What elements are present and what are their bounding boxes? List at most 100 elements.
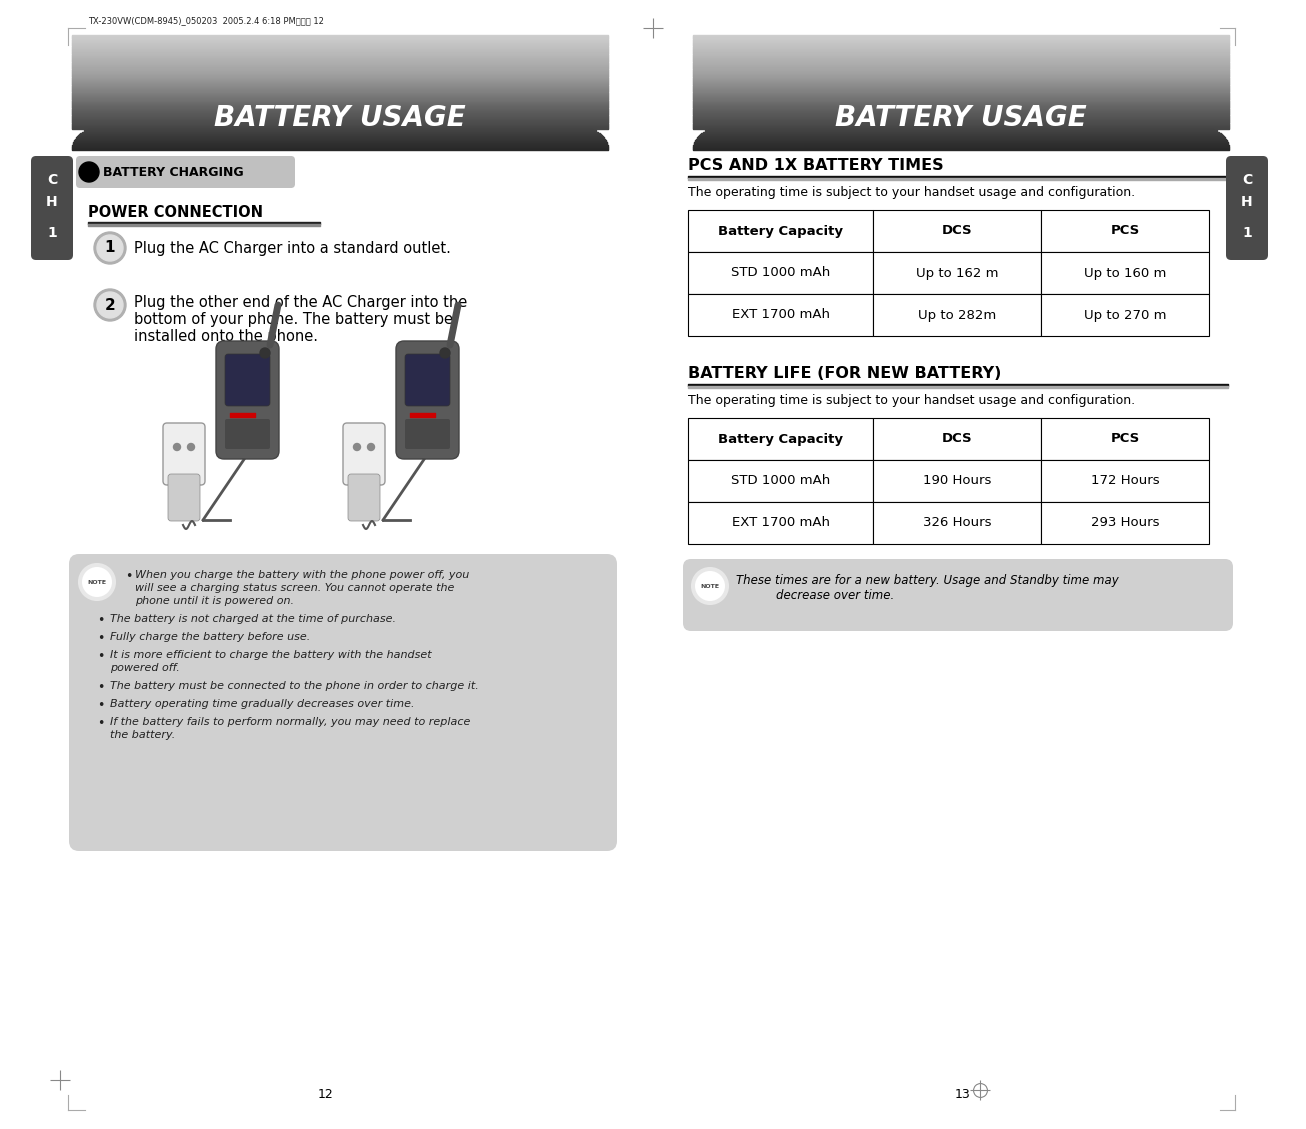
Text: These times are for a new battery. Usage and Standby time may: These times are for a new battery. Usage… bbox=[737, 574, 1119, 587]
Text: BATTERY CHARGING: BATTERY CHARGING bbox=[103, 166, 244, 178]
Text: •: • bbox=[97, 632, 104, 645]
Text: TX-230VW(CDM-8945)_050203  2005.2.4 6:18 PMペイジ 12: TX-230VW(CDM-8945)_050203 2005.2.4 6:18 … bbox=[88, 16, 324, 25]
Circle shape bbox=[97, 235, 123, 261]
Text: Plug the AC Charger into a standard outlet.: Plug the AC Charger into a standard outl… bbox=[135, 240, 451, 255]
Text: DCS: DCS bbox=[942, 432, 972, 446]
FancyBboxPatch shape bbox=[31, 156, 73, 260]
Text: Fully charge the battery before use.: Fully charge the battery before use. bbox=[110, 632, 311, 642]
Text: 1: 1 bbox=[104, 240, 115, 255]
Circle shape bbox=[949, 1082, 976, 1108]
Bar bbox=[1041, 294, 1209, 336]
Text: BATTERY USAGE: BATTERY USAGE bbox=[835, 104, 1087, 132]
Text: The operating time is subject to your handset usage and configuration.: The operating time is subject to your ha… bbox=[688, 394, 1135, 406]
Text: BATTERY LIFE (FOR NEW BATTERY): BATTERY LIFE (FOR NEW BATTERY) bbox=[688, 366, 1002, 380]
Bar bbox=[688, 460, 872, 502]
Text: DCS: DCS bbox=[942, 225, 972, 237]
Text: •: • bbox=[97, 614, 104, 627]
Circle shape bbox=[367, 444, 375, 450]
Bar bbox=[1041, 460, 1209, 502]
Bar bbox=[688, 502, 872, 544]
Text: NOTE: NOTE bbox=[88, 579, 107, 585]
Text: Up to 160 m: Up to 160 m bbox=[1084, 266, 1166, 280]
FancyBboxPatch shape bbox=[405, 419, 451, 449]
Text: BATTERY USAGE: BATTERY USAGE bbox=[214, 104, 466, 132]
Text: It is more efficient to charge the battery with the handset
powered off.: It is more efficient to charge the batte… bbox=[110, 650, 431, 673]
Circle shape bbox=[188, 444, 195, 450]
Text: decrease over time.: decrease over time. bbox=[776, 589, 895, 602]
Text: H: H bbox=[1241, 195, 1252, 209]
Text: 172 Hours: 172 Hours bbox=[1091, 474, 1160, 488]
Bar bbox=[1041, 210, 1209, 252]
Text: PCS: PCS bbox=[1110, 432, 1140, 446]
Text: 13: 13 bbox=[955, 1088, 970, 1102]
Text: •: • bbox=[97, 717, 104, 730]
Bar bbox=[1041, 502, 1209, 544]
Text: Battery Capacity: Battery Capacity bbox=[718, 432, 842, 446]
Bar bbox=[688, 210, 872, 252]
FancyBboxPatch shape bbox=[396, 341, 458, 460]
Bar bbox=[1041, 418, 1209, 460]
Bar bbox=[872, 210, 1041, 252]
Text: bottom of your phone. The battery must be: bottom of your phone. The battery must b… bbox=[135, 312, 453, 327]
Text: EXT 1700 mAh: EXT 1700 mAh bbox=[731, 308, 829, 322]
Circle shape bbox=[94, 231, 125, 264]
Text: When you charge the battery with the phone power off, you
will see a charging st: When you charge the battery with the pho… bbox=[135, 570, 469, 605]
Text: Up to 270 m: Up to 270 m bbox=[1084, 308, 1166, 322]
Text: 1: 1 bbox=[47, 226, 57, 240]
Text: The battery is not charged at the time of purchase.: The battery is not charged at the time o… bbox=[110, 614, 396, 624]
FancyBboxPatch shape bbox=[1226, 156, 1268, 260]
Bar bbox=[872, 418, 1041, 460]
Text: EXT 1700 mAh: EXT 1700 mAh bbox=[731, 516, 829, 530]
Text: 2: 2 bbox=[104, 298, 115, 313]
Text: PCS AND 1X BATTERY TIMES: PCS AND 1X BATTERY TIMES bbox=[688, 158, 944, 173]
Circle shape bbox=[94, 289, 125, 321]
Text: C: C bbox=[47, 173, 57, 187]
Bar bbox=[872, 252, 1041, 294]
Circle shape bbox=[260, 348, 270, 358]
Text: Up to 282m: Up to 282m bbox=[918, 308, 996, 322]
Text: 12: 12 bbox=[319, 1088, 334, 1102]
Circle shape bbox=[440, 348, 451, 358]
Text: installed onto the phone.: installed onto the phone. bbox=[135, 329, 317, 344]
Circle shape bbox=[695, 571, 725, 601]
Text: •: • bbox=[125, 570, 132, 583]
Text: The operating time is subject to your handset usage and configuration.: The operating time is subject to your ha… bbox=[688, 186, 1135, 199]
Text: STD 1000 mAh: STD 1000 mAh bbox=[731, 266, 831, 280]
Circle shape bbox=[313, 1082, 340, 1108]
Circle shape bbox=[78, 161, 99, 182]
Circle shape bbox=[354, 444, 360, 450]
Bar bbox=[688, 294, 872, 336]
Text: NOTE: NOTE bbox=[700, 584, 720, 588]
FancyBboxPatch shape bbox=[215, 341, 279, 460]
Text: 190 Hours: 190 Hours bbox=[923, 474, 991, 488]
Bar bbox=[872, 294, 1041, 336]
Text: Up to 162 m: Up to 162 m bbox=[916, 266, 998, 280]
Circle shape bbox=[174, 444, 180, 450]
FancyBboxPatch shape bbox=[225, 419, 270, 449]
Text: 293 Hours: 293 Hours bbox=[1091, 516, 1160, 530]
Text: Battery Capacity: Battery Capacity bbox=[718, 225, 842, 237]
FancyBboxPatch shape bbox=[76, 156, 295, 189]
Circle shape bbox=[82, 567, 112, 597]
Bar bbox=[688, 418, 872, 460]
Bar bbox=[872, 502, 1041, 544]
Text: The battery must be connected to the phone in order to charge it.: The battery must be connected to the pho… bbox=[110, 681, 479, 691]
Text: 1: 1 bbox=[1242, 226, 1252, 240]
FancyBboxPatch shape bbox=[347, 474, 380, 520]
FancyBboxPatch shape bbox=[168, 474, 200, 520]
FancyBboxPatch shape bbox=[69, 554, 616, 851]
FancyBboxPatch shape bbox=[225, 355, 270, 406]
Text: Plug the other end of the AC Charger into the: Plug the other end of the AC Charger int… bbox=[135, 295, 468, 310]
Text: POWER CONNECTION: POWER CONNECTION bbox=[88, 205, 263, 220]
Text: •: • bbox=[97, 650, 104, 663]
Text: C: C bbox=[1242, 173, 1252, 187]
FancyBboxPatch shape bbox=[343, 423, 385, 485]
Bar bbox=[1041, 252, 1209, 294]
FancyBboxPatch shape bbox=[163, 423, 205, 485]
Bar bbox=[872, 460, 1041, 502]
Circle shape bbox=[692, 568, 727, 604]
Text: •: • bbox=[97, 699, 104, 712]
FancyBboxPatch shape bbox=[683, 559, 1233, 631]
Text: Battery operating time gradually decreases over time.: Battery operating time gradually decreas… bbox=[110, 699, 414, 709]
Text: STD 1000 mAh: STD 1000 mAh bbox=[731, 474, 831, 488]
